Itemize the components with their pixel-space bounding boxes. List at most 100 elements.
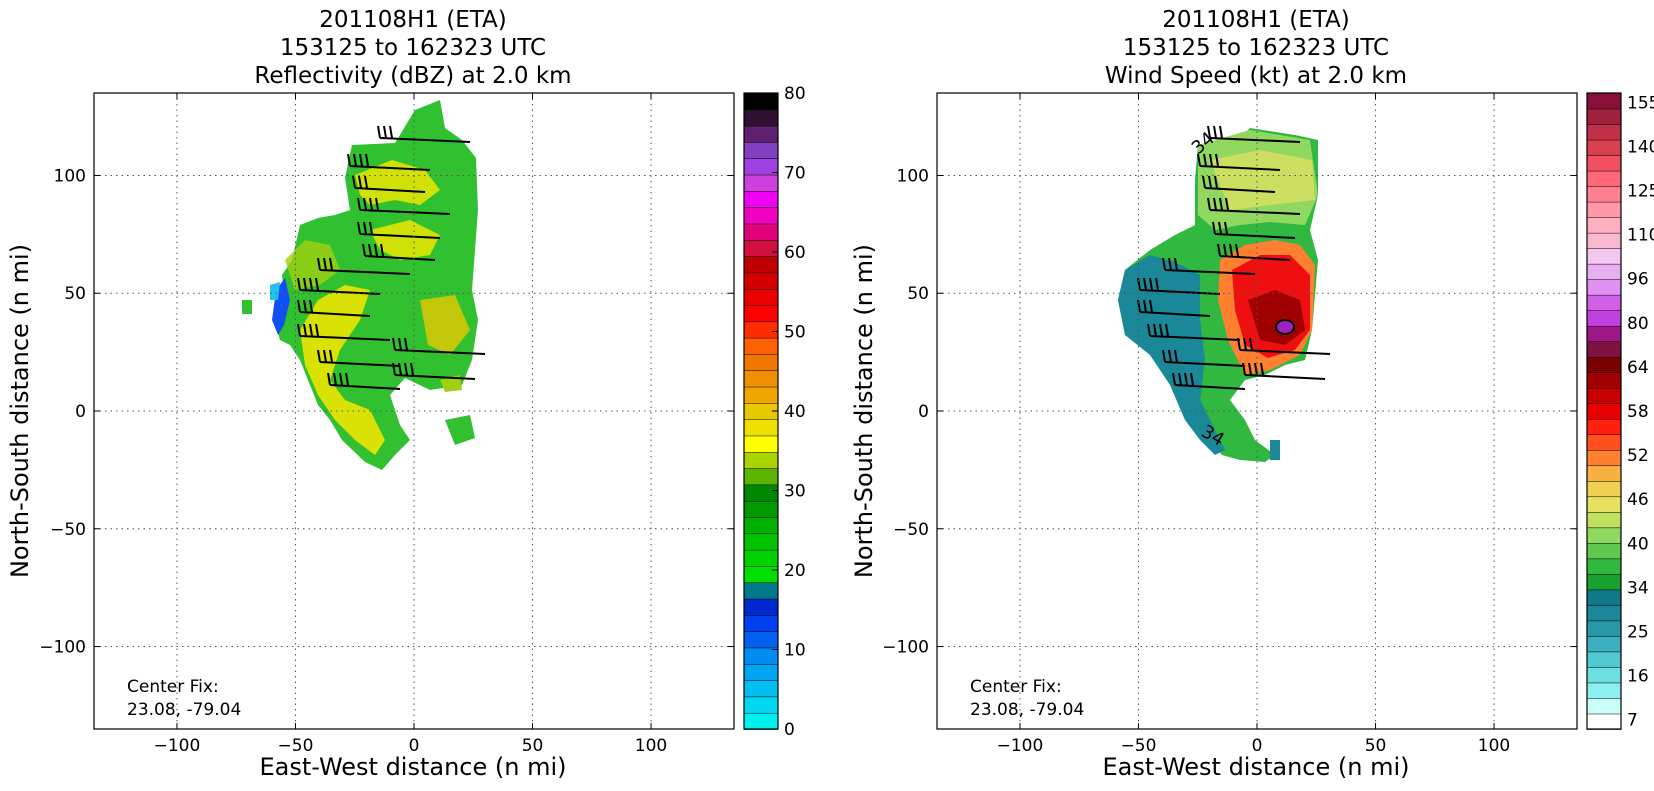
refl-barb-feather [329, 257, 333, 271]
refl-colorbar-segment [743, 109, 779, 127]
wind-xtick-label: −100 [997, 736, 1044, 756]
wind-colorbar-label: 58 [1627, 402, 1649, 422]
refl-barb [297, 299, 371, 317]
refl-colorbar-label: 30 [784, 482, 806, 502]
refl-colorbar-label: 0 [784, 720, 795, 740]
refl-barb-feather [369, 221, 373, 235]
refl-xtick-label: 100 [635, 736, 667, 756]
wind-barb-feather [1237, 337, 1241, 351]
wind-barb-feather [1143, 299, 1147, 313]
wind-colorbar-segment [1586, 449, 1622, 467]
wind-colorbar-segment [1586, 387, 1622, 404]
wind-colorbar-segment [1586, 278, 1622, 296]
wind-colorbar: 7 16 25 34 40 46 52 58 64 80 96 110 125 140 155 [1586, 92, 1654, 731]
refl-barb [392, 337, 486, 355]
wind-barb-staff [1239, 349, 1331, 355]
refl-echo-cyan [270, 282, 280, 300]
refl-barb-feather [368, 243, 372, 257]
wind-colorbar-segment [1586, 434, 1622, 451]
refl-barb [377, 125, 471, 143]
wind-barb-staff [1219, 255, 1291, 261]
refl-colorbar-label: 10 [784, 641, 806, 661]
wind-colorbar-segment [1586, 402, 1622, 420]
refl-barb-feather [362, 243, 366, 257]
wind-barb-staff [1199, 165, 1281, 171]
wind-colorbar-segment [1586, 480, 1622, 498]
refl-barb-feather [357, 197, 361, 211]
refl-barb-feather [363, 197, 367, 211]
refl-barb-feather [374, 243, 378, 257]
wind-barb [1237, 337, 1331, 355]
refl-barb-feather [383, 125, 387, 139]
refl-barb-feather [345, 372, 349, 386]
refl-center-fix-value: 23.08, -79.04 [127, 700, 241, 720]
refl-barb-feather [309, 277, 313, 291]
refl-barb [362, 243, 436, 261]
refl-ytick-label: 50 [64, 284, 86, 304]
refl-barb [297, 323, 391, 341]
refl-echo-yellow-1 [300, 285, 385, 455]
refl-colorbar-segment [743, 467, 779, 486]
refl-barb-feather [398, 337, 402, 351]
refl-colorbar-segment [743, 614, 779, 632]
wind-barb-feather [1213, 125, 1217, 139]
wind-barb [1202, 175, 1276, 193]
wind-xtick-label: 0 [1252, 736, 1263, 756]
refl-center-fix-label: Center Fix: [127, 677, 219, 697]
wind-barb-staff [1244, 374, 1326, 380]
wind-barb-feather [1162, 257, 1166, 271]
refl-barb-feather [315, 277, 319, 291]
wind-field-core [1275, 319, 1295, 335]
wind-colorbar-label: 110 [1627, 226, 1654, 246]
wind-barb-feather [1190, 372, 1194, 386]
refl-ytick-label: 100 [54, 166, 86, 186]
refl-barb-staff [394, 349, 486, 355]
refl-barb-feather [347, 153, 351, 167]
wind-barb-feather [1147, 323, 1151, 337]
refl-barb [357, 197, 451, 215]
wind-colorbar-segment [1586, 325, 1622, 342]
refl-barb-feather [404, 362, 408, 376]
refl-barb [327, 372, 401, 390]
refl-colorbar-segment [743, 484, 779, 502]
wind-colorbar-segment [1586, 170, 1622, 187]
wind-colorbar-segment [1586, 651, 1622, 668]
refl-barb-feather [297, 299, 301, 313]
wind-field-cell-west [1270, 440, 1280, 460]
wind-barb-feather [1215, 153, 1219, 167]
wind-ytick-label: 100 [897, 166, 929, 186]
refl-colorbar-segment [743, 663, 779, 681]
wind-colorbar-segment [1586, 247, 1622, 265]
refl-colorbar-segment [743, 174, 779, 192]
refl-colorbar-segment [743, 435, 779, 453]
wind-colorbar-segment [1586, 635, 1622, 653]
refl-colorbar-segment [743, 125, 779, 143]
wind-barb-staff [1164, 269, 1256, 275]
wind-field: 34 34 [1118, 128, 1318, 462]
refl-xtick-label: 0 [409, 736, 420, 756]
wind-colorbar-segment [1586, 92, 1622, 110]
refl-colorbar-segment [743, 304, 779, 323]
refl-barb-feather [392, 337, 396, 351]
wind-barb-feather [1260, 362, 1264, 376]
refl-x-axis-label: East-West distance (n mi) [259, 753, 566, 781]
refl-title-line-2: 153125 to 162323 UTC [280, 35, 546, 61]
wind-barb-feather [1249, 337, 1253, 351]
refl-colorbar-segment [743, 190, 779, 208]
refl-colorbar-segment [743, 353, 779, 371]
wind-colorbar-segment [1586, 263, 1622, 280]
wind-barb-feather [1149, 277, 1153, 291]
refl-barb-feather [358, 175, 362, 189]
wind-colorbar-segment [1586, 697, 1622, 715]
refl-colorbar-segment [743, 239, 779, 257]
wind-barb-feather [1178, 372, 1182, 386]
refl-barb [317, 349, 401, 367]
wind-tick-labels: −100 −50 0 50 100 −100 −50 0 50 100 [882, 93, 1577, 756]
wind-barb-staff [1204, 187, 1276, 193]
refl-barb-feather [317, 257, 321, 271]
refl-grid [94, 93, 734, 729]
refl-barb-feather [359, 153, 363, 167]
wind-colorbar-segment [1586, 558, 1622, 575]
refl-barb-feather [297, 323, 301, 337]
